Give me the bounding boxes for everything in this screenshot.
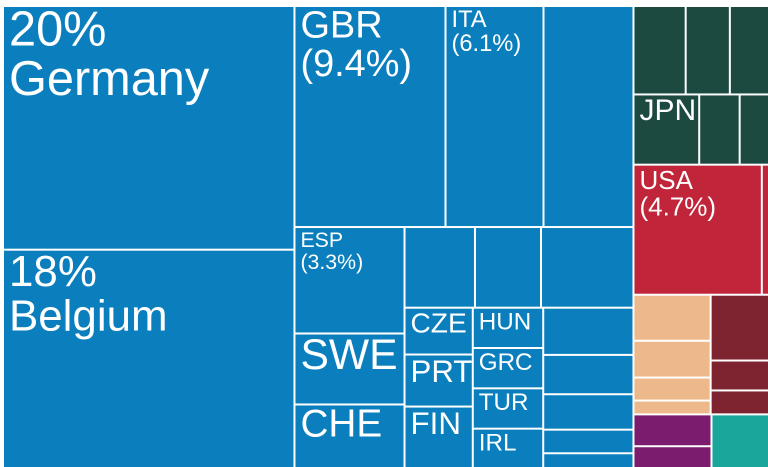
tile-label: PRT [411, 354, 473, 389]
tile [711, 391, 768, 414]
tile [405, 355, 472, 406]
tile [542, 228, 633, 307]
tile [4, 250, 294, 467]
tile-label: (4.7%) [639, 191, 716, 221]
tile [634, 401, 710, 414]
tile-label: USA [639, 165, 693, 195]
tile [405, 308, 472, 354]
tile-label: 18% [9, 247, 97, 296]
tile-label: (3.3%) [300, 250, 363, 274]
tile [473, 308, 543, 348]
tile-label: (6.1%) [451, 31, 521, 57]
tile-label: SWE [300, 331, 397, 379]
tile [295, 228, 404, 333]
tile [473, 349, 543, 388]
tile-label: ITA [451, 7, 486, 33]
tile [762, 165, 768, 294]
tile [544, 7, 633, 227]
tile [634, 341, 710, 377]
tile [473, 429, 543, 467]
tile [295, 405, 404, 467]
tile-label: Germany [9, 52, 210, 106]
tile-label: Belgium [9, 292, 168, 341]
tile-label: CHE [300, 403, 382, 446]
tile [295, 334, 404, 404]
tile-label: HUN [479, 308, 531, 335]
tile [475, 228, 541, 307]
tile [544, 308, 633, 354]
tile [634, 165, 761, 294]
tile-label: GRC [479, 349, 533, 376]
tile [473, 389, 543, 428]
tile [700, 95, 739, 164]
tile-label: TUR [479, 389, 529, 416]
tile-label: ESP [300, 228, 343, 252]
tile [634, 447, 711, 467]
tile-label: 20% [9, 2, 106, 56]
tile [405, 407, 472, 467]
tile [711, 361, 768, 390]
tile [686, 7, 729, 94]
tile [446, 7, 543, 227]
tile-label: FIN [411, 406, 461, 441]
tile-label: JPN [639, 94, 696, 127]
tile [730, 7, 768, 94]
tile-label: (9.4%) [300, 43, 412, 85]
tile [740, 95, 768, 164]
tile [295, 7, 445, 227]
tile [712, 415, 768, 467]
tile-label: GBR [300, 4, 382, 46]
tile [405, 228, 474, 307]
tile [544, 430, 633, 453]
tile [711, 295, 768, 360]
tile [544, 395, 633, 429]
tile [634, 95, 699, 164]
tile [544, 454, 633, 467]
tile [634, 378, 710, 400]
tile [544, 355, 633, 394]
tile [634, 295, 710, 340]
tile [634, 415, 711, 446]
tile [634, 7, 685, 94]
tile [4, 7, 294, 249]
tile-label: IRL [479, 429, 517, 456]
tile-label: CZE [411, 308, 467, 339]
